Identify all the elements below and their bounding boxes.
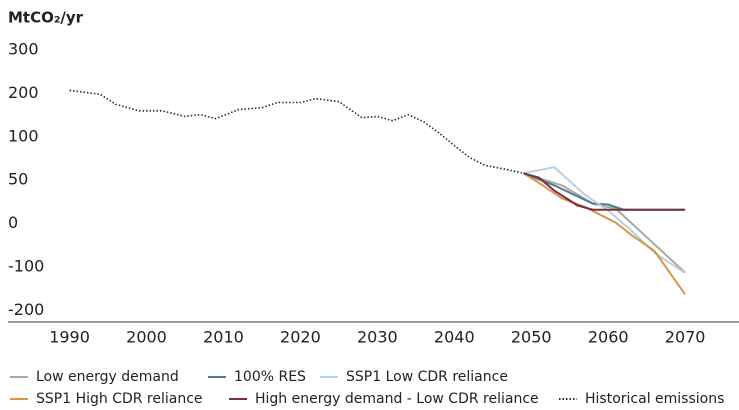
y-tick-label: 200 [8, 83, 39, 102]
x-tick-label: 2000 [126, 328, 167, 347]
legend-label: 100% RES [234, 369, 306, 385]
legend-label: SSP1 High CDR reliance [36, 391, 203, 407]
x-tick-label: 1990 [49, 328, 90, 347]
y-tick-label: 50 [8, 170, 28, 189]
y-tick-label: 0 [8, 213, 18, 232]
x-tick-label: 2020 [280, 328, 321, 347]
series-line [523, 172, 686, 211]
x-tick-label: 2060 [588, 328, 629, 347]
y-tick-label: -200 [8, 300, 44, 319]
y-axis-label: MtCO₂/yr [8, 9, 84, 27]
x-tick-label: 2010 [203, 328, 244, 347]
x-tick-label: 2050 [511, 328, 552, 347]
x-tick-label: 2070 [665, 328, 706, 347]
x-tick-label: 2030 [357, 328, 398, 347]
y-tick-label: -100 [8, 257, 44, 276]
series-line [69, 89, 524, 175]
legend-label: Historical emissions [585, 391, 724, 407]
legend-label: SSP1 Low CDR reliance [346, 369, 508, 385]
y-tick-label: 300 [8, 40, 39, 59]
x-tick-label: 2040 [434, 328, 475, 347]
y-tick-label: 100 [8, 126, 39, 145]
series-line [523, 172, 686, 211]
series-line [522, 172, 686, 295]
legend-label: Low energy demand [36, 369, 179, 385]
legend-label: High energy demand - Low CDR reliance [255, 391, 539, 407]
